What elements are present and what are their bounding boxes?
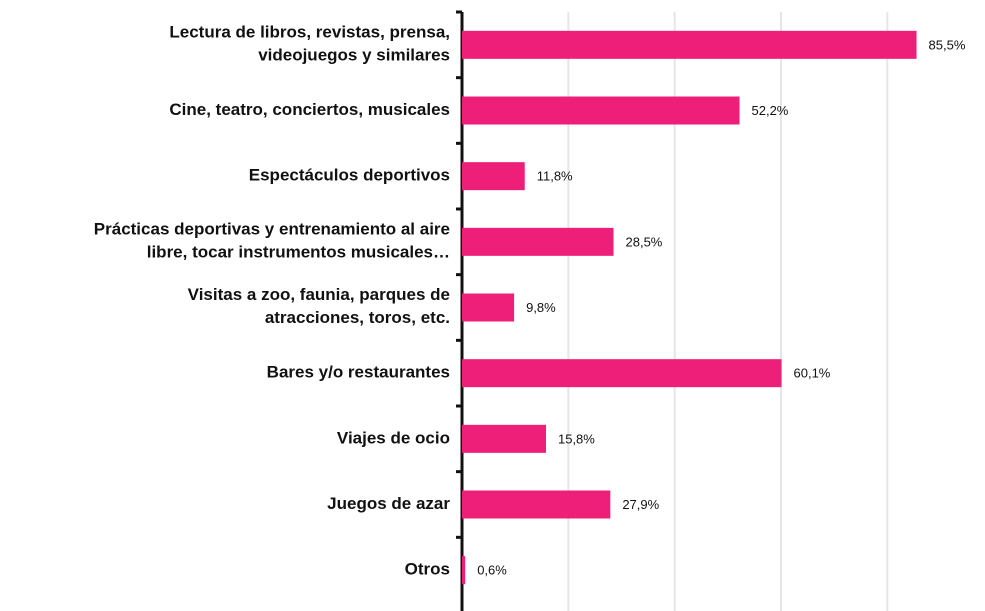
bar — [462, 96, 740, 125]
category-label: Otros — [405, 560, 450, 579]
value-label: 28,5% — [626, 234, 663, 249]
value-label: 60,1% — [794, 366, 831, 381]
bar — [462, 424, 546, 453]
category-label: Visitas a zoo, faunia, parques de atracci… — [188, 285, 450, 327]
value-label: 27,9% — [622, 497, 659, 512]
category-label: Lectura de libros, revistas, prensa, vide… — [169, 23, 450, 65]
category-label: Espectáculos deportivos — [249, 166, 450, 185]
bar — [462, 293, 515, 322]
bar — [462, 227, 614, 256]
bar — [462, 556, 466, 585]
bar — [462, 30, 917, 59]
bar — [462, 359, 782, 388]
category-label: Cine, teatro, conciertos, musicales — [169, 100, 450, 119]
value-label: 52,2% — [752, 103, 789, 118]
value-label: 15,8% — [558, 431, 595, 446]
bar — [462, 162, 525, 191]
category-label: Prácticas deportivas y entrenamiento al … — [94, 220, 450, 262]
value-label: 85,5% — [929, 37, 966, 52]
value-label: 0,6% — [477, 563, 507, 578]
bar — [462, 490, 611, 519]
value-label: 9,8% — [526, 300, 556, 315]
category-label: Juegos de azar — [327, 494, 450, 513]
category-label: Bares y/o restaurantes — [267, 363, 450, 382]
category-label: Viajes de ocio — [337, 428, 450, 447]
value-label: 11,8% — [537, 169, 573, 184]
